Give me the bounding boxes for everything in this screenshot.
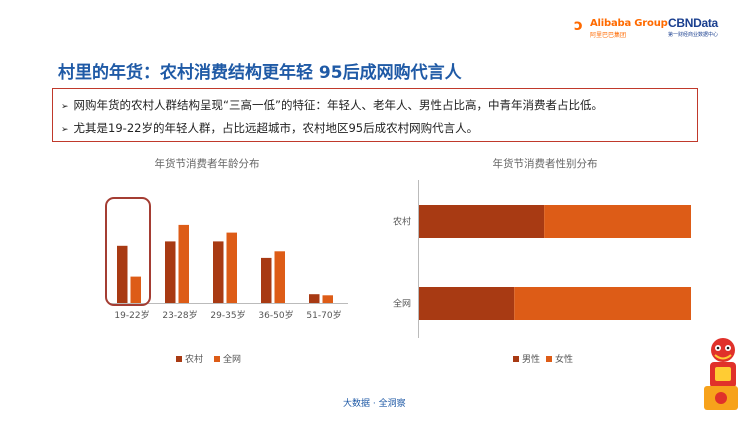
y-tick-label: 农村 (393, 216, 411, 228)
alibaba-smile-icon: ↄ (574, 16, 583, 34)
bar-rural (165, 241, 176, 303)
x-tick-label: 23-28岁 (162, 309, 197, 321)
finding-text-2: 尤其是19-22岁的年轻人群，占比远超城市，农村地区95后成农村网购代言人。 (73, 121, 479, 135)
y-tick-label: 全网 (393, 298, 411, 310)
finding-text-1: 网购年货的农村人群结构呈现“三高一低”的特征：年轻人、老年人、男性占比高，中青年… (73, 98, 603, 112)
bar-national (274, 251, 285, 303)
bar-national (226, 232, 237, 303)
cbndata-logo-sub: 第一财经商业数据中心 (668, 32, 719, 38)
bar-male (419, 205, 545, 238)
bar-female (514, 287, 691, 320)
bar-national (130, 276, 141, 303)
x-tick-label: 36-50岁 (258, 309, 293, 321)
x-tick-label: 29-35岁 (210, 309, 245, 321)
gender-chart-title: 年货节消费者性别分布 (492, 158, 598, 170)
legend-label: 男性 (522, 353, 540, 365)
bar-rural (309, 294, 320, 303)
footer-slogan: 大数据 · 全洞察 (343, 399, 406, 409)
cbndata-logo: CBNData 第一财经商业数据中心 (668, 16, 740, 40)
highlight-frame (105, 197, 151, 306)
alibaba-group-logo: ↄ Alibaba Group 阿里巴巴集团 (574, 16, 668, 39)
alibaba-logo-text: Alibaba Group (590, 18, 668, 29)
arrow-bullet-icon: ➢ (61, 102, 69, 112)
age-chart-title: 年货节消费者年龄分布 (154, 158, 260, 170)
legend-swatch (546, 356, 552, 362)
alibaba-logo-cn: 阿里巴巴集团 (590, 32, 627, 39)
bar-national (178, 224, 189, 303)
legend-label: 女性 (555, 353, 573, 365)
page-title: 村里的年货：农村消费结构更年轻 95后成网购代言人 (58, 63, 462, 83)
arrow-bullet-icon: ➢ (61, 125, 69, 135)
bar-rural (261, 257, 272, 303)
bar-female (544, 205, 691, 238)
legend-label: 全网 (223, 353, 241, 365)
finding-item-2: ➢ 尤其是19-22岁的年轻人群，占比远超城市，农村地区95后成农村网购代言人。 (61, 120, 478, 136)
legend-label: 农村 (185, 353, 203, 365)
x-tick-label: 19-22岁 (114, 309, 149, 321)
legend-swatch (513, 356, 519, 362)
lion-mascot-icon (704, 338, 738, 410)
legend-swatch (214, 356, 220, 362)
bar-national (322, 295, 333, 303)
key-findings-box: ➢ 网购年货的农村人群结构呈现“三高一低”的特征：年轻人、老年人、男性占比高，中青… (52, 88, 698, 142)
bar-rural (213, 241, 224, 303)
cbndata-logo-text: CBNData (668, 16, 718, 30)
bar-rural (117, 245, 128, 303)
x-tick-label: 51-70岁 (306, 309, 341, 321)
bar-male (419, 287, 515, 320)
legend-swatch (176, 356, 182, 362)
finding-item-1: ➢ 网购年货的农村人群结构呈现“三高一低”的特征：年轻人、老年人、男性占比高，中青… (61, 97, 603, 113)
